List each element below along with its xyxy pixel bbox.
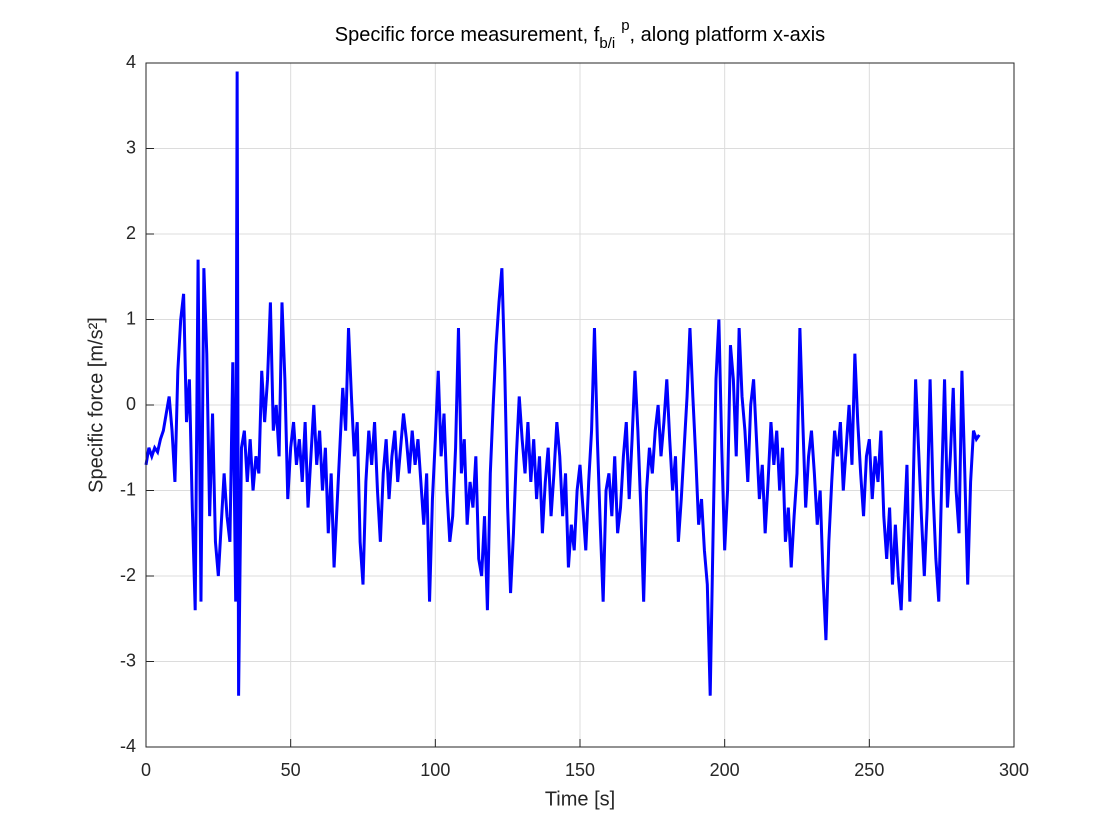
y-tick-label: 1 (126, 308, 136, 328)
x-axis-label: Time [s] (545, 788, 615, 810)
y-tick-label: -3 (120, 650, 136, 670)
x-tick-label: 150 (565, 760, 595, 780)
data-line (144, 71, 981, 696)
y-axis-label: Specific force [m/s²] (85, 317, 107, 493)
x-tick-label: 100 (420, 760, 450, 780)
chart-title: Specific force measurement, fb/i p, along… (335, 17, 825, 52)
x-tick-label: 250 (854, 760, 884, 780)
title-superscript: p (621, 17, 629, 34)
title-subscript: b/i (599, 35, 615, 52)
series (144, 71, 981, 696)
y-tick-label: 4 (126, 52, 136, 72)
x-tick-label: 200 (710, 760, 740, 780)
y-tick-label: -4 (120, 736, 136, 756)
x-tick-label: 300 (999, 760, 1029, 780)
ticks: 0 50 100 150 200 250 300 -4 -3 -2 -1 0 1 2 3 4 (120, 52, 1029, 780)
y-tick-label: 3 (126, 137, 136, 157)
y-tick-label: 2 (126, 223, 136, 243)
x-tick-label: 0 (141, 760, 151, 780)
y-tick-label: -1 (120, 479, 136, 499)
y-tick-label: -2 (120, 565, 136, 585)
title-part: , along platform x-axis (630, 24, 826, 46)
y-tick-label: 0 (126, 394, 136, 414)
title-part: Specific force measurement, f (335, 24, 600, 46)
x-tick-label: 50 (281, 760, 301, 780)
